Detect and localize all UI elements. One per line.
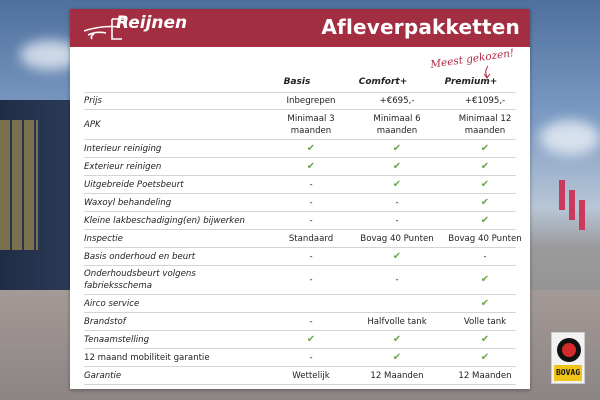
flags <box>555 180 595 260</box>
table-row: Tenaamstelling ✔ ✔ ✔ <box>84 330 516 348</box>
cell-value: Standaard <box>288 233 334 244</box>
cell-value: - <box>395 215 399 226</box>
check-icon: ✔ <box>480 142 490 154</box>
table-row: Inspectie Standaard Bovag 40 Punten Bovag 4… <box>84 229 522 247</box>
page-title: Afleverpakketten <box>321 15 520 39</box>
row-label: Brandstof <box>84 316 126 327</box>
table-row: Airco service ✔ <box>84 294 516 312</box>
check-icon: ✔ <box>392 142 402 154</box>
table-bottom-divider <box>84 384 516 385</box>
cloud <box>540 120 600 155</box>
check-icon: ✔ <box>306 160 316 172</box>
row-label: Exterieur reinigen <box>84 161 162 172</box>
table-row: APK Minimaal 3 maanden Minimaal 6 maanden M… <box>84 109 516 139</box>
row-label: Onderhoudsbeurt volgens fabrieksschema <box>84 269 196 291</box>
cell-value: - <box>309 316 313 327</box>
cell-value: Minimaal 3 maanden <box>287 113 335 136</box>
cell-value: Wettelijk <box>292 370 330 381</box>
cell-value: - <box>309 197 313 208</box>
cell-value: Minimaal 6 maanden <box>373 113 421 136</box>
row-label: Interieur reiniging <box>84 143 162 154</box>
check-icon: ✔ <box>306 142 316 154</box>
row-label: Airco service <box>84 298 140 309</box>
cell-value: Bovag 40 Punten <box>360 233 434 244</box>
row-label: Inspectie <box>84 233 123 244</box>
column-header-basis: Basis <box>283 77 311 87</box>
table-row: Kleine lakbeschadiging(en) bijwerken - - ✔ <box>84 211 516 229</box>
bovag-badge: BOVAG <box>551 332 585 384</box>
table-row: Basis onderhoud en beurt - ✔ - <box>84 247 516 265</box>
row-label: 12 maand mobiliteit garantie <box>84 352 210 363</box>
table-row: Onderhoudsbeurt volgens fabrieksschema - -… <box>84 265 516 294</box>
cell-value: Volle tank <box>463 316 507 327</box>
check-icon: ✔ <box>392 333 402 345</box>
cell-value: Inbegrepen <box>286 96 336 106</box>
cell-value: - <box>309 179 313 190</box>
row-label: APK <box>84 119 101 130</box>
cell-value: Bovag 40 Punten <box>448 233 522 244</box>
row-label: Kleine lakbeschadiging(en) bijwerken <box>84 215 245 226</box>
cell-value: - <box>309 275 313 285</box>
table-row: Exterieur reinigen ✔ ✔ ✔ <box>84 157 516 175</box>
cell-value: - <box>309 215 313 226</box>
arrow-down-icon <box>483 65 491 79</box>
check-icon: ✔ <box>392 178 402 190</box>
column-header-comfort: Comfort+ <box>358 77 408 87</box>
check-icon: ✔ <box>392 351 402 363</box>
table-row: Uitgebreide Poetsbeurt - ✔ ✔ <box>84 175 516 193</box>
header-bar: Reijnen Afleverpakketten <box>70 9 530 47</box>
table-row: Interieur reiniging ✔ ✔ ✔ <box>84 139 516 157</box>
row-label: Tenaamstelling <box>84 334 150 345</box>
cell-value: +€1095,- <box>464 96 506 106</box>
cell-value: +€695,- <box>379 96 415 106</box>
table-row: 12 maand mobiliteit garantie - ✔ ✔ <box>84 348 516 366</box>
cell-value: - <box>395 275 399 285</box>
brand-logo-text: Reijnen <box>116 13 188 33</box>
cell-value: 12 Maanden <box>370 370 424 381</box>
row-label: Uitgebreide Poetsbeurt <box>84 179 184 190</box>
check-icon: ✔ <box>392 160 402 172</box>
check-icon: ✔ <box>480 274 490 285</box>
table-row: Prijs Inbegrepen +€695,- +€1095,- <box>84 92 516 109</box>
table-row: Waxoyl behandeling - - ✔ <box>84 193 516 211</box>
cell-value: 12 Maanden <box>458 370 512 381</box>
car-logo-icon <box>83 18 127 40</box>
table-row: Brandstof - Halfvolle tank Volle tank <box>84 312 516 330</box>
cell-value: Halfvolle tank <box>367 316 427 327</box>
check-icon: ✔ <box>480 160 490 172</box>
check-icon: ✔ <box>480 297 490 309</box>
table-row: Garantie Wettelijk 12 Maanden 12 Maanden <box>84 366 516 384</box>
cell-value: - <box>483 251 487 262</box>
check-icon: ✔ <box>306 333 316 345</box>
cell-value: - <box>309 251 313 262</box>
check-icon: ✔ <box>480 351 490 363</box>
column-header-premium: Premium+ <box>444 77 498 87</box>
check-icon: ✔ <box>480 178 490 190</box>
building <box>0 100 70 290</box>
row-label: Waxoyl behandeling <box>84 197 172 208</box>
most-chosen-note: Meest gekozen! <box>429 47 515 71</box>
package-card: Reijnen Afleverpakketten Meest gekozen! … <box>70 9 530 389</box>
check-icon: ✔ <box>480 196 490 208</box>
row-label: Garantie <box>84 370 122 381</box>
check-icon: ✔ <box>392 250 402 262</box>
cell-value: - <box>309 352 313 363</box>
row-label: Prijs <box>84 96 102 106</box>
check-icon: ✔ <box>480 333 490 345</box>
row-label: Basis onderhoud en beurt <box>84 251 196 262</box>
cell-value: - <box>395 197 399 208</box>
check-icon: ✔ <box>480 214 490 226</box>
cell-value: Minimaal 12 maanden <box>458 113 512 136</box>
